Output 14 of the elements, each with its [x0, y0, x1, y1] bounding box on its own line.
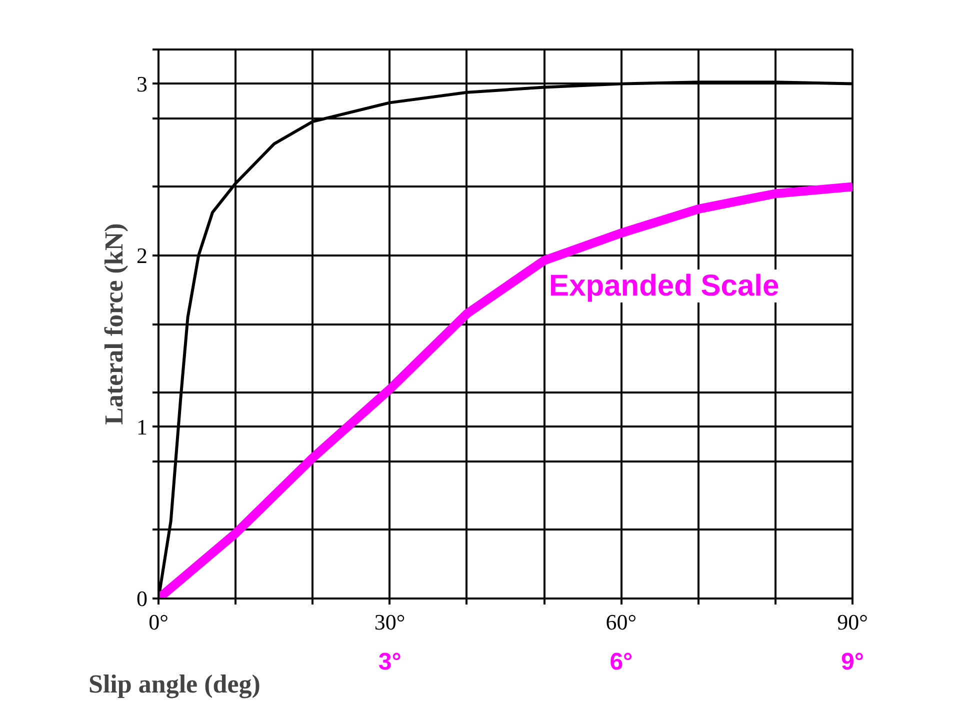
y-tick-label: 3 — [136, 71, 148, 96]
x2-tick-label: 9° — [841, 648, 864, 676]
x-axis-title: Slip angle (deg) — [88, 670, 260, 698]
y-tick-label: 2 — [136, 242, 148, 268]
y-tick-label: 1 — [136, 414, 148, 440]
y-axis-title: Lateral force (kN) — [100, 223, 128, 425]
x-tick-label: 0° — [148, 610, 168, 634]
x-tick-label: 30° — [374, 610, 406, 634]
x-tick-label: 60° — [606, 610, 637, 634]
series-label: Expanded Scale — [549, 270, 780, 303]
x-tick-label: 90° — [837, 610, 868, 634]
x2-tick-label: 6° — [610, 648, 633, 676]
y-tick-label: 0 — [136, 586, 148, 611]
x2-tick-label: 3° — [378, 648, 402, 676]
